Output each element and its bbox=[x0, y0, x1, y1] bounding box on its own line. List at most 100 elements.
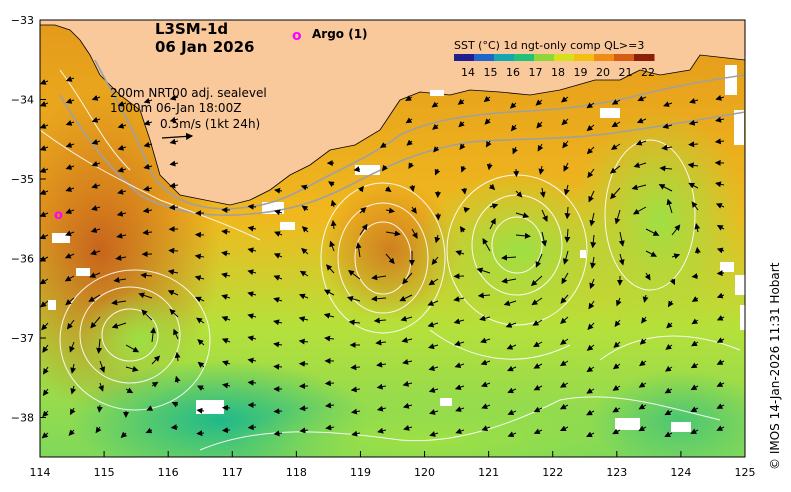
current-vector bbox=[111, 299, 127, 306]
current-vector bbox=[65, 186, 75, 192]
x-tick-label: 122 bbox=[542, 466, 563, 479]
current-vector bbox=[559, 382, 569, 388]
current-vector bbox=[716, 292, 725, 299]
current-vector bbox=[273, 297, 283, 303]
current-vector bbox=[455, 406, 465, 412]
current-vector bbox=[612, 406, 621, 413]
x-tick-label: 119 bbox=[350, 466, 371, 479]
current-vector bbox=[371, 274, 387, 281]
current-vector bbox=[611, 99, 621, 105]
current-vector bbox=[610, 187, 621, 200]
current-vector bbox=[531, 297, 543, 306]
current-vector bbox=[301, 205, 309, 212]
current-vector bbox=[505, 322, 517, 328]
current-vector bbox=[40, 145, 49, 151]
current-vector bbox=[539, 187, 546, 198]
current-vector bbox=[194, 253, 205, 260]
current-vector bbox=[691, 340, 699, 347]
current-vector bbox=[688, 182, 699, 189]
current-vector bbox=[70, 363, 77, 374]
current-vector bbox=[535, 99, 543, 106]
current-vector bbox=[375, 339, 387, 346]
credit-label: © IMOS 14-Jan-2026 11:31 Hobart bbox=[768, 262, 782, 470]
current-vector bbox=[373, 317, 387, 324]
current-vector bbox=[611, 121, 621, 128]
colorbar-tick-label: 20 bbox=[596, 66, 610, 79]
current-vector bbox=[91, 95, 101, 101]
colorbar-segment bbox=[614, 54, 635, 61]
current-vector bbox=[610, 143, 621, 150]
current-vector bbox=[173, 328, 179, 340]
current-vector bbox=[402, 402, 413, 409]
current-vector bbox=[461, 187, 468, 195]
current-vector bbox=[537, 143, 544, 152]
current-vector bbox=[691, 201, 699, 211]
current-vector bbox=[658, 184, 673, 192]
current-vector bbox=[561, 118, 569, 126]
current-vector bbox=[138, 292, 153, 299]
x-tick-label: 121 bbox=[478, 466, 499, 479]
current-vector bbox=[64, 275, 75, 282]
current-vector bbox=[169, 160, 179, 167]
current-vector bbox=[151, 355, 161, 365]
bathymetry-contours bbox=[59, 59, 745, 216]
current-vector bbox=[455, 428, 465, 434]
current-vector bbox=[479, 315, 491, 322]
current-vector bbox=[197, 385, 205, 391]
current-vector bbox=[429, 431, 439, 437]
current-vector bbox=[120, 431, 128, 439]
current-vector bbox=[533, 341, 543, 348]
current-vector bbox=[117, 144, 127, 151]
current-vector bbox=[535, 253, 543, 268]
current-vector bbox=[399, 294, 413, 302]
current-vector bbox=[42, 344, 49, 353]
current-vector bbox=[564, 206, 571, 220]
argo-float-marker: o bbox=[54, 208, 63, 223]
current-vector bbox=[170, 424, 179, 431]
y-tick-label: −34 bbox=[11, 94, 34, 107]
current-vector bbox=[664, 365, 673, 372]
current-vector bbox=[113, 277, 127, 283]
current-vectors bbox=[40, 76, 725, 439]
current-vector bbox=[483, 96, 491, 103]
current-vector bbox=[586, 124, 595, 132]
current-vector bbox=[616, 297, 622, 307]
current-vector bbox=[298, 316, 309, 323]
current-vector bbox=[541, 209, 548, 222]
current-vector bbox=[659, 165, 673, 172]
current-vector bbox=[70, 407, 76, 416]
current-vector bbox=[560, 316, 569, 324]
current-vector bbox=[197, 339, 205, 346]
current-vector bbox=[560, 338, 569, 345]
current-vector bbox=[91, 139, 101, 145]
current-vector bbox=[357, 185, 364, 193]
current-vector bbox=[274, 187, 283, 194]
current-vector bbox=[41, 322, 49, 331]
current-vector bbox=[428, 343, 439, 350]
current-vector bbox=[273, 253, 283, 259]
current-vector bbox=[150, 327, 157, 343]
plot-frame bbox=[39, 19, 746, 458]
current-vector bbox=[515, 232, 531, 239]
current-vector bbox=[88, 294, 101, 302]
current-vector bbox=[146, 405, 154, 411]
current-vector bbox=[221, 250, 231, 257]
current-vector bbox=[590, 234, 597, 249]
x-tick-label: 120 bbox=[414, 466, 435, 479]
current-vector bbox=[507, 365, 517, 372]
current-vector bbox=[273, 275, 283, 281]
current-vector bbox=[532, 319, 543, 326]
current-vector bbox=[559, 425, 569, 432]
current-vector bbox=[488, 183, 496, 191]
current-vector bbox=[512, 146, 518, 155]
current-vector bbox=[69, 341, 75, 353]
x-tick-label: 115 bbox=[94, 466, 115, 479]
current-vector bbox=[125, 344, 140, 353]
current-vector bbox=[560, 294, 569, 304]
current-vector bbox=[143, 97, 153, 104]
current-vector bbox=[618, 231, 625, 247]
current-vector bbox=[459, 143, 466, 150]
current-vector bbox=[645, 228, 660, 236]
current-vector bbox=[116, 232, 127, 239]
current-vector bbox=[662, 123, 673, 129]
